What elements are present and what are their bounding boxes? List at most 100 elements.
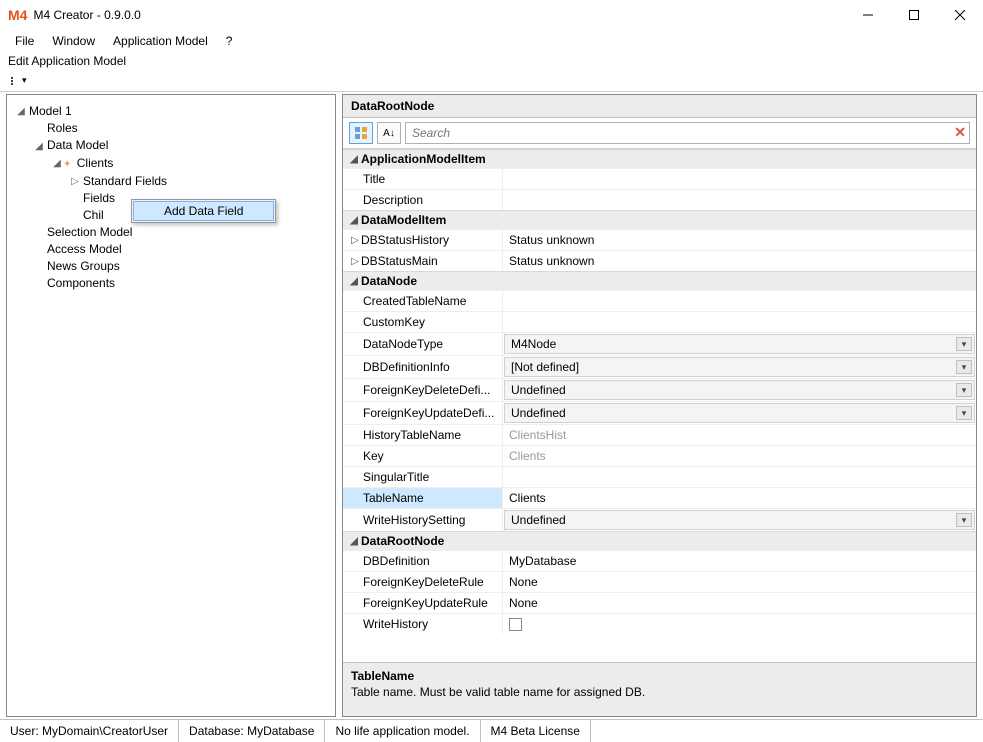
tree-node-clients[interactable]: ◢✦ Clients <box>11 155 331 173</box>
prop-row-write-history-setting[interactable]: WriteHistorySetting Undefined▾ <box>343 508 976 531</box>
dropdown-icon[interactable]: ▾ <box>956 360 972 374</box>
collapse-icon[interactable]: ◢ <box>347 276 361 287</box>
tree-node-model1[interactable]: ◢Model 1 <box>11 103 331 120</box>
prop-name: ForeignKeyDeleteRule <box>343 572 503 592</box>
maximize-button[interactable] <box>891 0 937 30</box>
status-license: M4 Beta License <box>481 720 591 742</box>
categorized-button[interactable] <box>349 122 373 144</box>
tree-node-data-model[interactable]: ◢Data Model <box>11 137 331 154</box>
menu-file[interactable]: File <box>6 31 43 51</box>
tree-node-standard-fields[interactable]: ▷Standard Fields <box>11 173 331 190</box>
prop-value[interactable]: Undefined▾ <box>504 510 975 530</box>
expand-icon[interactable]: ▷ <box>69 173 81 190</box>
tree-node-selection-model[interactable]: Selection Model <box>11 224 331 241</box>
property-toolbar: A↓ ✕ <box>343 118 976 149</box>
prop-row-created-table-name[interactable]: CreatedTableName <box>343 290 976 311</box>
menu-application-model[interactable]: Application Model <box>104 31 217 51</box>
window-title: M4 Creator - 0.9.0.0 <box>33 8 845 22</box>
status-database: Database: MyDatabase <box>179 720 325 742</box>
prop-row-db-status-history[interactable]: ▷DBStatusHistory Status unknown <box>343 229 976 250</box>
clear-search-icon[interactable]: ✕ <box>954 124 966 141</box>
category-data-node[interactable]: ◢DataNode <box>343 271 976 290</box>
prop-name: ForeignKeyUpdateDefi... <box>343 402 503 424</box>
tree-node-access-model[interactable]: Access Model <box>11 241 331 258</box>
prop-value[interactable]: MyDatabase <box>503 551 976 571</box>
expand-icon[interactable]: ◢ <box>33 138 45 155</box>
prop-value[interactable]: Clients <box>503 488 976 508</box>
main-split: ◢Model 1 Roles ◢Data Model ◢✦ Clients ▷S… <box>0 92 983 719</box>
category-data-root-node[interactable]: ◢DataRootNode <box>343 531 976 550</box>
close-button[interactable] <box>937 0 983 30</box>
collapse-icon[interactable]: ◢ <box>347 154 361 165</box>
prop-row-key[interactable]: Key Clients <box>343 445 976 466</box>
expand-icon[interactable]: ◢ <box>15 103 27 120</box>
tree-node-news-groups[interactable]: News Groups <box>11 258 331 275</box>
prop-row-fk-delete-rule[interactable]: ForeignKeyDeleteRule None <box>343 571 976 592</box>
toolbar-menu-button[interactable]: ▾ <box>6 73 31 88</box>
prop-value[interactable]: M4Node▾ <box>504 334 975 354</box>
status-user: User: MyDomain\CreatorUser <box>0 720 179 742</box>
prop-row-table-name[interactable]: TableName Clients <box>343 487 976 508</box>
prop-name: ForeignKeyUpdateRule <box>343 593 503 613</box>
prop-row-write-history[interactable]: WriteHistory <box>343 613 976 634</box>
tree-node-components[interactable]: Components <box>11 275 331 292</box>
description-body: Table name. Must be valid table name for… <box>351 685 968 699</box>
prop-value[interactable]: None <box>503 593 976 613</box>
prop-row-singular-title[interactable]: SingularTitle <box>343 466 976 487</box>
prop-value[interactable]: ClientsHist <box>503 425 976 445</box>
collapse-icon[interactable]: ◢ <box>347 215 361 226</box>
model-tree[interactable]: ◢Model 1 Roles ◢Data Model ◢✦ Clients ▷S… <box>7 95 335 300</box>
tree-pane: ◢Model 1 Roles ◢Data Model ◢✦ Clients ▷S… <box>6 94 336 717</box>
prop-value[interactable]: Clients <box>503 446 976 466</box>
expand-icon[interactable]: ▷ <box>349 235 361 246</box>
checkbox[interactable] <box>509 618 522 631</box>
prop-row-history-table-name[interactable]: HistoryTableName ClientsHist <box>343 424 976 445</box>
minimize-button[interactable] <box>845 0 891 30</box>
prop-value[interactable]: Undefined▾ <box>504 403 975 423</box>
prop-row-fk-update-rule[interactable]: ForeignKeyUpdateRule None <box>343 592 976 613</box>
prop-value[interactable]: None <box>503 572 976 592</box>
prop-value[interactable]: Undefined▾ <box>504 380 975 400</box>
prop-value[interactable]: [Not defined]▾ <box>504 357 975 377</box>
prop-value[interactable]: Status unknown <box>503 230 976 250</box>
prop-value[interactable] <box>503 169 976 189</box>
description-pane: TableName Table name. Must be valid tabl… <box>343 662 976 716</box>
category-application-model-item[interactable]: ◢ApplicationModelItem <box>343 149 976 168</box>
prop-row-title[interactable]: Title <box>343 168 976 189</box>
tree-node-roles[interactable]: Roles <box>11 120 331 137</box>
prop-name: DataNodeType <box>343 333 503 355</box>
prop-value[interactable] <box>503 467 976 487</box>
expand-icon[interactable]: ◢ <box>51 155 63 172</box>
dropdown-icon[interactable]: ▾ <box>956 406 972 420</box>
prop-value[interactable] <box>503 190 976 210</box>
prop-value[interactable] <box>503 291 976 311</box>
alphabetical-button[interactable]: A↓ <box>377 122 401 144</box>
prop-row-description[interactable]: Description <box>343 189 976 210</box>
prop-value[interactable] <box>503 614 976 634</box>
context-menu-add-data-field[interactable]: Add Data Field <box>133 201 274 221</box>
category-data-model-item[interactable]: ◢DataModelItem <box>343 210 976 229</box>
dropdown-icon[interactable]: ▾ <box>956 513 972 527</box>
prop-name: Key <box>343 446 503 466</box>
prop-name: HistoryTableName <box>343 425 503 445</box>
title-bar: M4 M4 Creator - 0.9.0.0 <box>0 0 983 30</box>
menu-window[interactable]: Window <box>43 31 104 51</box>
dropdown-icon[interactable]: ▾ <box>956 383 972 397</box>
dropdown-icon[interactable]: ▾ <box>956 337 972 351</box>
expand-icon[interactable]: ▷ <box>349 256 361 267</box>
prop-value[interactable] <box>503 312 976 332</box>
search-input[interactable] <box>405 122 970 144</box>
prop-row-db-definition[interactable]: DBDefinition MyDatabase <box>343 550 976 571</box>
prop-value[interactable]: Status unknown <box>503 251 976 271</box>
prop-name: WriteHistorySetting <box>343 509 503 531</box>
prop-row-fk-update-defi[interactable]: ForeignKeyUpdateDefi... Undefined▾ <box>343 401 976 424</box>
property-pane: DataRootNode A↓ ✕ ◢ApplicationModelItem … <box>342 94 977 717</box>
prop-row-db-definition-info[interactable]: DBDefinitionInfo [Not defined]▾ <box>343 355 976 378</box>
prop-row-data-node-type[interactable]: DataNodeType M4Node▾ <box>343 332 976 355</box>
menu-help[interactable]: ? <box>217 31 242 51</box>
collapse-icon[interactable]: ◢ <box>347 536 361 547</box>
prop-row-custom-key[interactable]: CustomKey <box>343 311 976 332</box>
prop-name: CreatedTableName <box>343 291 503 311</box>
prop-row-db-status-main[interactable]: ▷DBStatusMain Status unknown <box>343 250 976 271</box>
prop-row-fk-delete-defi[interactable]: ForeignKeyDeleteDefi... Undefined▾ <box>343 378 976 401</box>
